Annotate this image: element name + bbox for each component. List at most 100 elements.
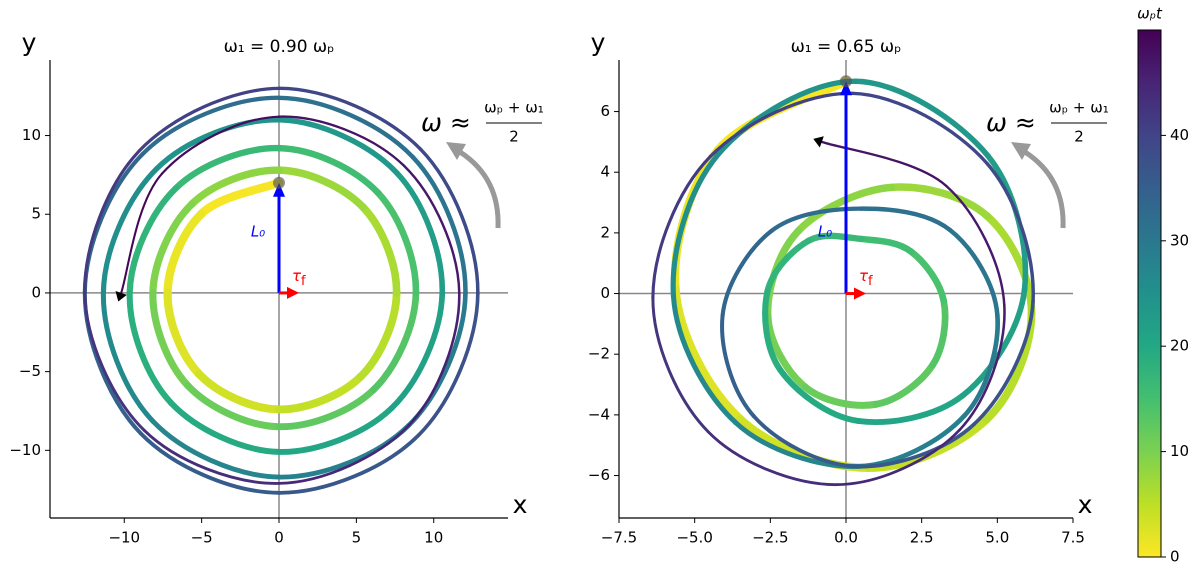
trajectory-segment xyxy=(855,392,966,425)
trajectory-segment xyxy=(715,78,858,157)
tau-label: τf xyxy=(292,267,306,289)
trajectory-segment xyxy=(985,161,1035,303)
x-tick-label: 10 xyxy=(424,529,443,547)
panel: −10 −5 0 5 10 −10 −5 0 5 10 ω₁ = 0.90 ωₚ y x ω ≈ ωₚ + … xyxy=(9,28,543,547)
trajectory-segment xyxy=(820,140,948,188)
x-tick-label: 2.5 xyxy=(910,529,934,547)
trajectory-segment xyxy=(389,290,446,411)
trajectory-segment xyxy=(402,164,461,295)
tau-arrowhead xyxy=(287,286,299,299)
trajectory-segment xyxy=(651,155,712,300)
trajectory-segment xyxy=(406,290,468,428)
y-tick-label: −2 xyxy=(588,345,610,363)
tau-subscript: f xyxy=(868,274,873,289)
y-tick-label: 6 xyxy=(600,102,610,120)
y-tick-label: 10 xyxy=(22,126,41,144)
colorbar-tick-label: 40 xyxy=(1170,126,1189,144)
trajectory-segment xyxy=(670,151,721,300)
y-tick-label: 0 xyxy=(600,284,610,302)
trajectory-segment xyxy=(154,117,282,172)
trajectory-segment xyxy=(720,314,756,419)
x-tick-label: 5 xyxy=(352,529,362,547)
x-tick-label: −10 xyxy=(108,529,140,547)
trajectory-segment xyxy=(150,418,282,480)
trajectory-segment xyxy=(359,203,401,297)
trajectory-segment xyxy=(120,172,163,294)
x-tick-label: 0.0 xyxy=(834,529,858,547)
trajectory-segment xyxy=(407,291,461,427)
trajectory-segment xyxy=(983,212,1036,317)
chart-title: ω₁ = 0.90 ωₚ xyxy=(224,37,335,57)
end-arrowhead xyxy=(115,290,127,302)
trajectory-segment xyxy=(126,185,180,297)
trajectory-segment xyxy=(835,428,962,486)
l0-arrowhead xyxy=(273,182,285,197)
trajectory-segment xyxy=(794,183,896,235)
trajectory-segment xyxy=(276,117,400,176)
end-arrowhead xyxy=(813,136,824,148)
trajectory-segment xyxy=(184,382,283,431)
start-point xyxy=(273,176,285,189)
trajectory-segment xyxy=(944,184,1006,307)
colorbar-tick-label: 30 xyxy=(1170,231,1189,249)
trajectory-segment xyxy=(195,370,284,414)
trajectory-segment xyxy=(149,200,196,297)
trajectory-segment xyxy=(277,115,406,167)
y-tick-label: −4 xyxy=(588,405,610,423)
trajectory-segment xyxy=(126,289,175,406)
trajectory-segment xyxy=(275,166,367,212)
trajectory-segment xyxy=(188,166,283,208)
trajectory-segment xyxy=(275,144,381,196)
y-tick-label: −5 xyxy=(19,362,41,380)
annotation-denominator: 2 xyxy=(1074,128,1084,146)
trajectory-segment xyxy=(410,154,468,296)
trajectory-segment xyxy=(670,294,739,426)
l0-arrowhead xyxy=(840,81,852,96)
trajectory-segment xyxy=(168,399,282,455)
trajectory-segment xyxy=(149,289,192,390)
trajectory-segment xyxy=(764,237,812,296)
trajectory-segment xyxy=(172,144,283,192)
x-tick-label: 5.0 xyxy=(985,529,1009,547)
trajectory-segment xyxy=(275,372,365,414)
trajectory-segment xyxy=(374,189,420,297)
start-point xyxy=(840,75,852,88)
trajectory-segment xyxy=(142,428,281,485)
trajectory-segment xyxy=(651,296,710,434)
trajectory-segment xyxy=(416,291,480,437)
tau-symbol: τ xyxy=(292,267,302,285)
trajectory-segment xyxy=(777,367,862,424)
trajectory-segment xyxy=(83,149,141,295)
trajectory-segment xyxy=(277,86,423,151)
trajectory-segment xyxy=(752,414,859,469)
x-tick-label: 7.5 xyxy=(1061,529,1085,547)
trajectory-segment xyxy=(805,232,865,244)
trajectory-segment xyxy=(929,297,949,369)
trajectory-segment xyxy=(857,235,915,255)
y-tick-label: −10 xyxy=(9,441,41,459)
l0-label: L₀ xyxy=(818,223,832,241)
trajectory-segment xyxy=(720,228,774,319)
trajectory-segment xyxy=(762,288,784,374)
l0-label: L₀ xyxy=(251,223,265,241)
trajectory-segment xyxy=(100,166,160,296)
trajectory-segment xyxy=(769,206,864,234)
trajectory-segment xyxy=(872,361,937,408)
trajectory-segment xyxy=(958,303,1006,432)
trajectory-segment xyxy=(100,290,156,424)
trajectory-segment xyxy=(852,78,991,159)
rotation-arrow xyxy=(458,149,501,229)
tau-label: τf xyxy=(859,267,873,289)
trajectory-segment xyxy=(962,312,1000,419)
y-tick-label: 2 xyxy=(600,223,610,241)
rotation-arrowhead xyxy=(1011,142,1031,160)
trajectory-segment xyxy=(277,423,411,485)
trajectory-segment xyxy=(163,288,204,379)
rotation-arrow xyxy=(1023,149,1066,229)
trajectory-segment xyxy=(858,206,953,233)
trajectory-segment xyxy=(764,312,810,391)
x-axis-label: x xyxy=(513,490,528,519)
chart-title: ω₁ = 0.65 ωₚ xyxy=(791,37,902,57)
x-tick-label: −5 xyxy=(191,529,213,547)
